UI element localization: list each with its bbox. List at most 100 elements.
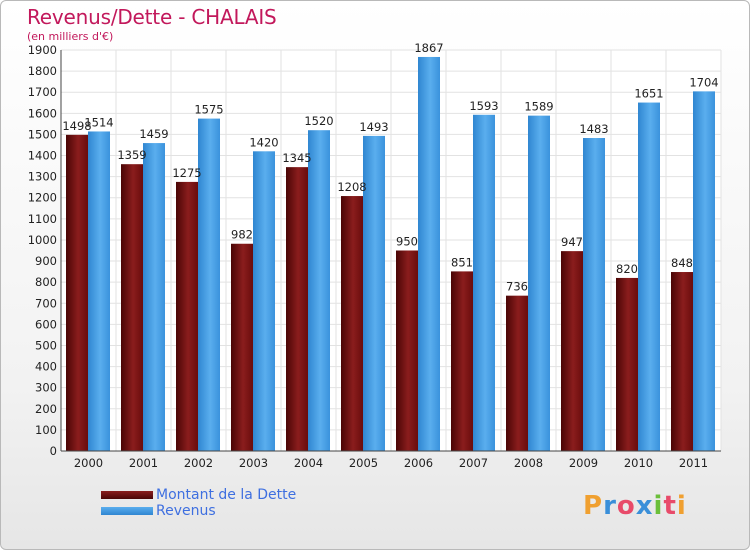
- y-tick-label: 300: [35, 381, 57, 395]
- x-tick-label: 2004: [294, 456, 323, 470]
- logo-letter: P: [583, 491, 604, 521]
- logo-letter: t: [663, 491, 677, 521]
- bar-dette: [176, 181, 198, 451]
- y-tick-label: 1900: [28, 43, 57, 57]
- y-tick-label: 0: [50, 444, 57, 458]
- bar-dette: [506, 295, 528, 451]
- x-tick-label: 2002: [184, 456, 213, 470]
- legend-swatch-revenus: [101, 507, 153, 515]
- data-label-dette: 1275: [172, 166, 201, 180]
- y-tick-label: 1200: [28, 191, 57, 205]
- y-tick-label: 1600: [28, 106, 57, 120]
- y-tick-label: 1400: [28, 149, 57, 163]
- x-tick-label: 2003: [239, 456, 268, 470]
- bar-dette: [231, 243, 253, 451]
- y-tick-label: 1500: [28, 127, 57, 141]
- data-label-revenus: 1704: [689, 75, 718, 89]
- y-tick-label: 900: [35, 254, 57, 268]
- y-tick-label: 1300: [28, 170, 57, 184]
- x-tick-label: 2006: [404, 456, 433, 470]
- data-label-dette: 947: [561, 235, 583, 249]
- data-label-revenus: 1483: [579, 122, 608, 136]
- bar-dette: [671, 272, 693, 451]
- bar-revenus: [473, 114, 495, 452]
- data-label-revenus: 1420: [249, 135, 278, 149]
- x-tick-label: 2010: [624, 456, 653, 470]
- y-tick-label: 400: [35, 360, 57, 374]
- y-tick-label: 100: [35, 423, 57, 437]
- bar-revenus: [198, 118, 220, 451]
- y-tick-label: 200: [35, 402, 57, 416]
- data-label-dette: 1359: [117, 148, 146, 162]
- bar-revenus: [638, 102, 660, 451]
- bar-dette: [396, 250, 418, 451]
- y-tick-label: 1800: [28, 64, 57, 78]
- data-label-dette: 851: [451, 255, 473, 269]
- proxiti-logo: Proxiti: [583, 491, 687, 521]
- labels: 0 100 200 300 400 500 600 700 800 900 1000 1100 1200…: [28, 41, 719, 470]
- bar-dette: [286, 167, 308, 451]
- x-tick-label: 2009: [569, 456, 598, 470]
- y-tick-label: 500: [35, 338, 57, 352]
- logo-letter: r: [603, 491, 617, 521]
- bar-dette: [451, 271, 473, 451]
- y-tick-label: 700: [35, 296, 57, 310]
- chart-title: Revenus/Dette - CHALAIS: [27, 5, 277, 29]
- logo-letter: i: [653, 491, 664, 521]
- legend-label-dette: Montant de la Dette: [156, 487, 297, 503]
- data-label-dette: 736: [506, 280, 528, 294]
- data-label-dette: 982: [231, 228, 253, 242]
- bars: [66, 56, 715, 452]
- bar-dette: [121, 164, 143, 451]
- bar-revenus: [528, 115, 550, 452]
- data-label-revenus: 1589: [524, 100, 553, 114]
- logo-letter: i: [676, 491, 687, 521]
- data-label-dette: 848: [671, 256, 693, 270]
- legend-swatch-dette: [101, 491, 153, 499]
- bar-revenus: [418, 56, 440, 452]
- data-label-revenus: 1520: [304, 114, 333, 128]
- y-tick-label: 1000: [28, 233, 57, 247]
- chart-subtitle: (en milliers d'€): [27, 30, 114, 43]
- bar-dette: [341, 196, 363, 451]
- data-label-revenus: 1493: [359, 120, 388, 134]
- x-tick-label: 2001: [129, 456, 158, 470]
- data-label-revenus: 1867: [414, 41, 443, 55]
- bar-revenus: [583, 138, 605, 451]
- data-label-revenus: 1593: [469, 99, 498, 113]
- y-tick-label: 1100: [28, 212, 57, 226]
- y-tick-label: 800: [35, 275, 57, 289]
- data-label-revenus: 1514: [84, 115, 113, 129]
- legend-label-revenus: Revenus: [156, 503, 216, 519]
- data-label-dette: 820: [616, 262, 638, 276]
- bar-revenus: [88, 131, 110, 451]
- x-tick-label: 2005: [349, 456, 378, 470]
- x-tick-label: 2000: [74, 456, 103, 470]
- bar-dette: [616, 277, 638, 451]
- bar-revenus: [363, 135, 385, 451]
- bar-revenus: [143, 143, 165, 451]
- x-tick-label: 2011: [679, 456, 708, 470]
- bar-dette: [561, 251, 583, 451]
- grid-lines: [60, 49, 722, 452]
- bar-revenus: [308, 130, 330, 451]
- data-label-revenus: 1575: [194, 103, 223, 117]
- data-label-dette: 1345: [282, 151, 311, 165]
- data-label-dette: 1498: [62, 119, 91, 133]
- logo-letter: o: [616, 491, 636, 521]
- bar-revenus: [693, 91, 715, 451]
- bar-revenus: [253, 151, 275, 451]
- data-label-dette: 1208: [337, 180, 366, 194]
- x-tick-label: 2007: [459, 456, 488, 470]
- data-label-dette: 950: [396, 235, 418, 249]
- x-tick-label: 2008: [514, 456, 543, 470]
- y-tick-label: 1700: [28, 85, 57, 99]
- data-label-revenus: 1651: [634, 87, 663, 101]
- y-tick-label: 600: [35, 317, 57, 331]
- data-label-revenus: 1459: [139, 127, 168, 141]
- bar-dette: [66, 134, 88, 452]
- axes: [60, 50, 721, 452]
- logo-letter: x: [635, 491, 654, 521]
